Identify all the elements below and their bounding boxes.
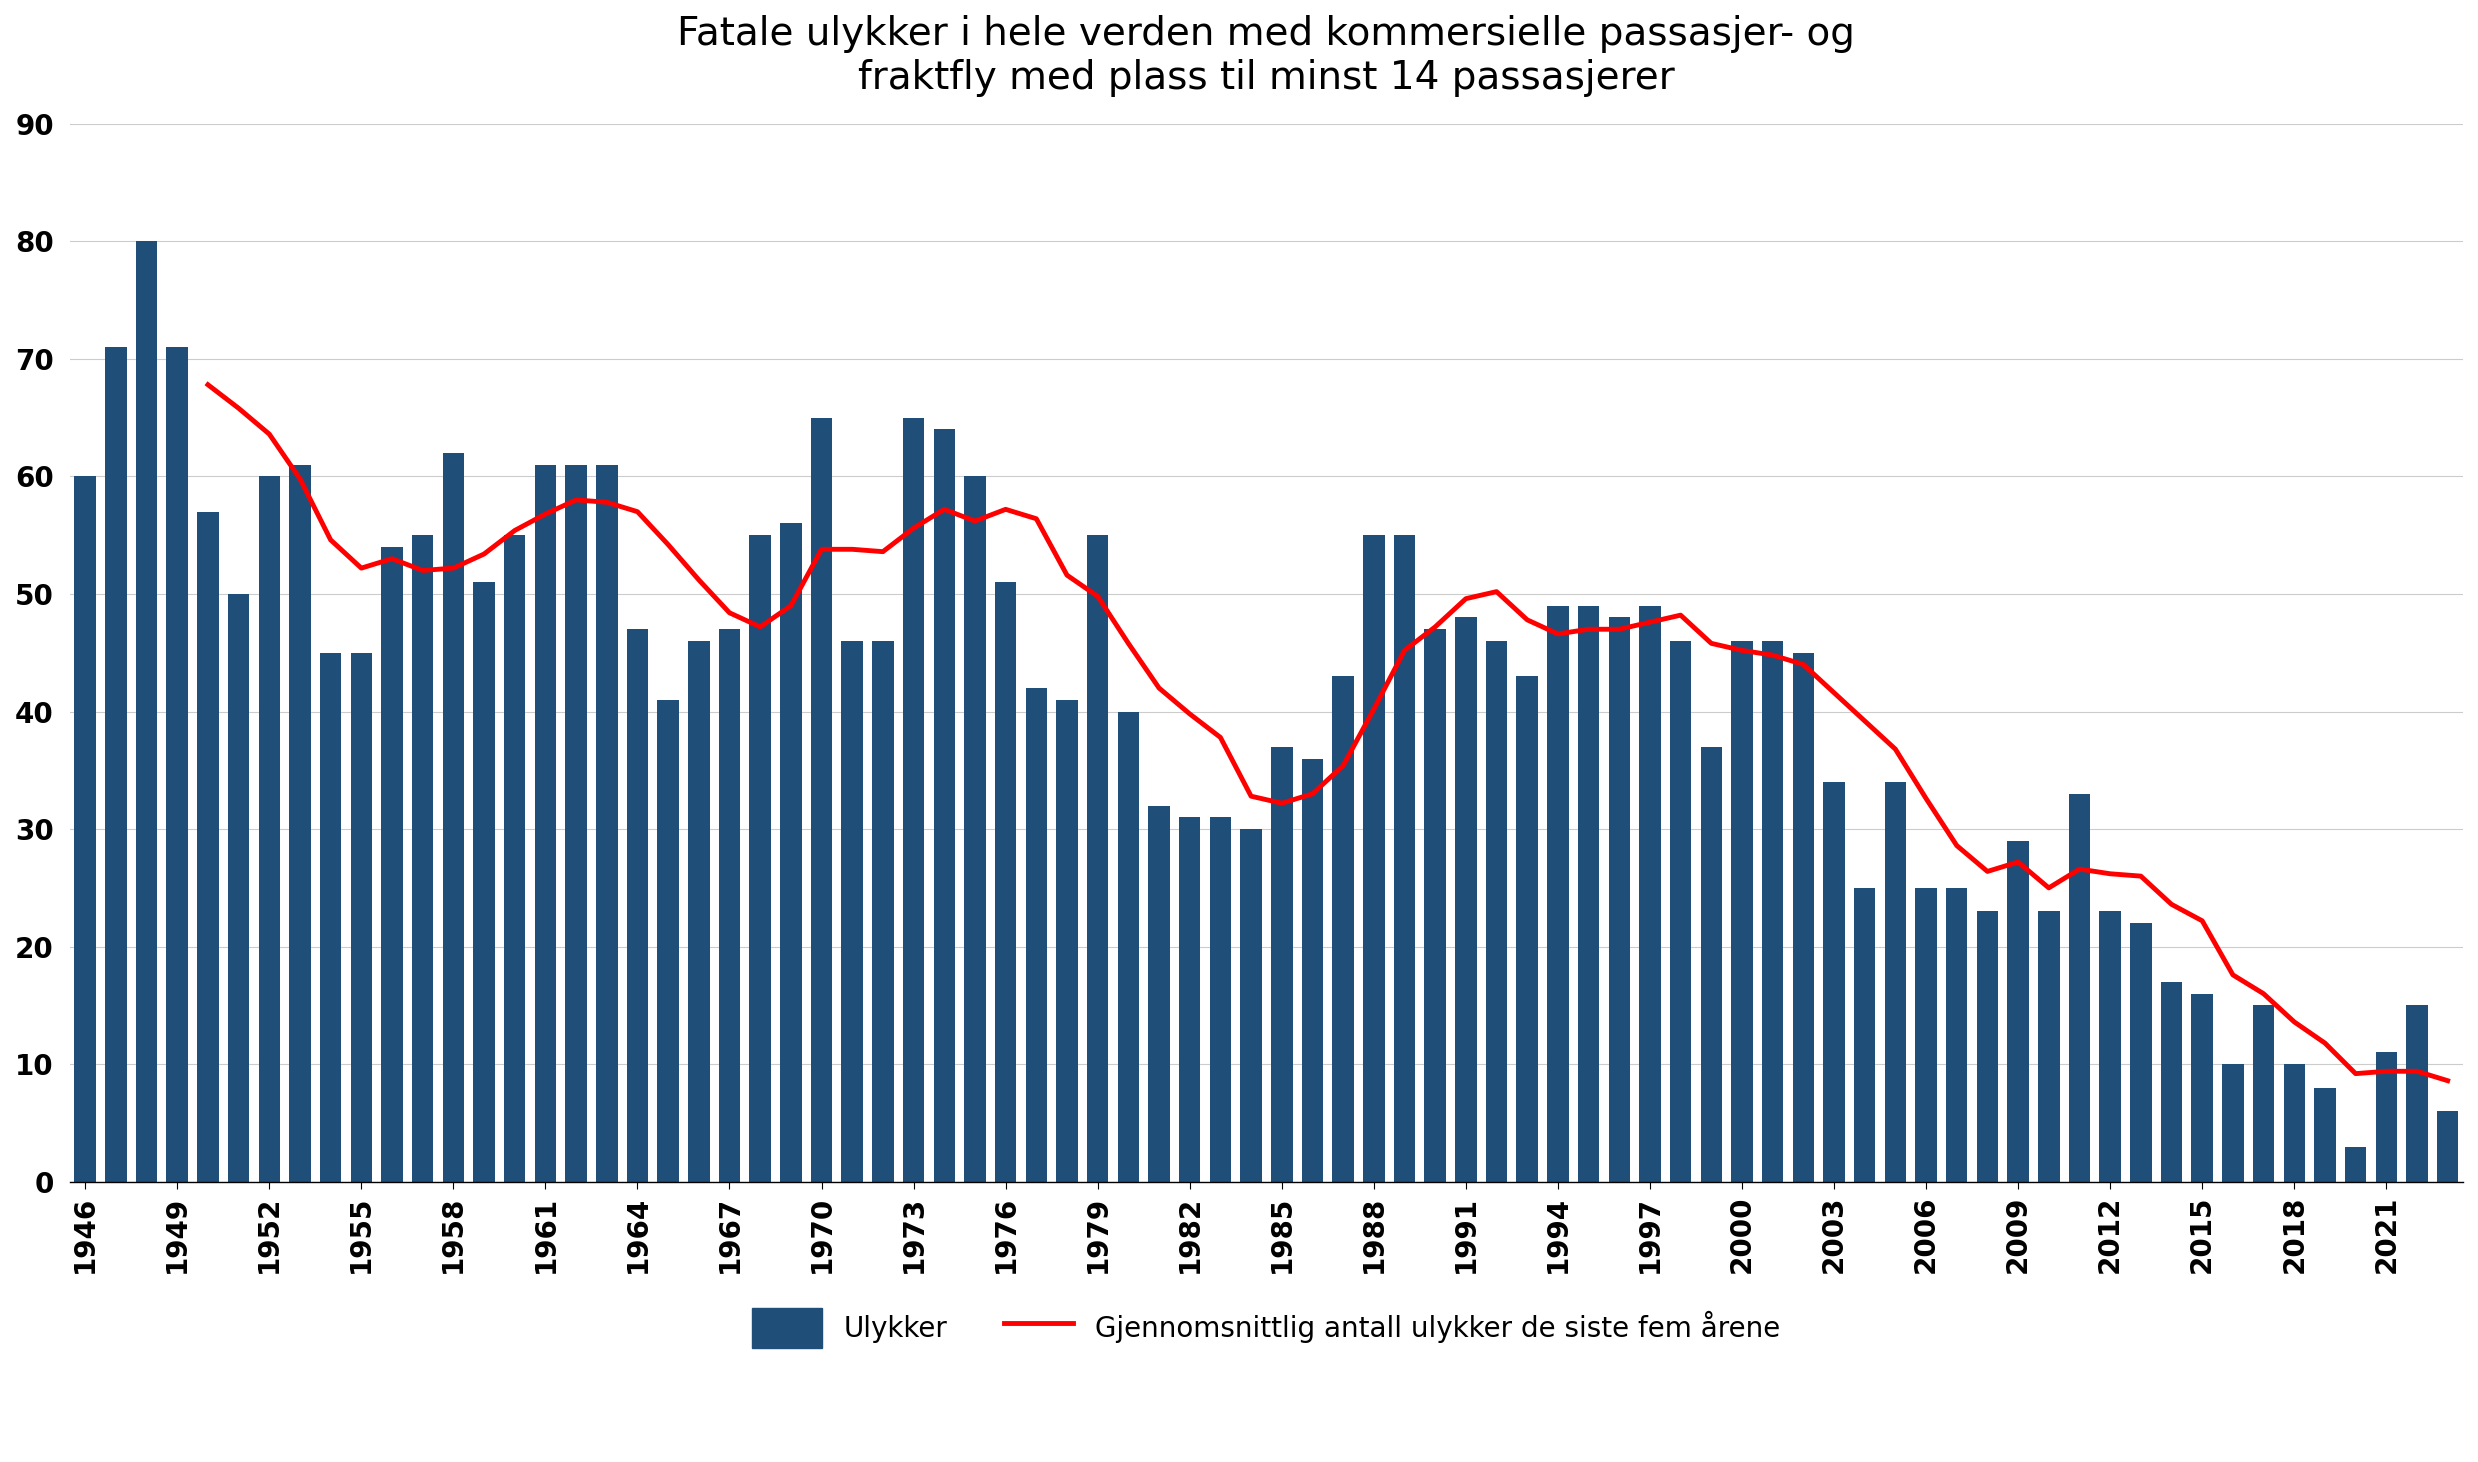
Bar: [1546, 605, 1569, 1181]
Bar: [1241, 829, 1261, 1181]
Bar: [843, 640, 862, 1181]
Bar: [1425, 629, 1445, 1181]
Bar: [872, 640, 895, 1181]
Legend: Ulykker, Gjennomsnittlig antall ulykker de siste fem årene: Ulykker, Gjennomsnittlig antall ulykker …: [753, 1308, 1779, 1348]
Bar: [136, 241, 156, 1181]
Bar: [2069, 794, 2091, 1181]
Bar: [1977, 911, 1997, 1181]
Bar: [228, 594, 250, 1181]
Bar: [565, 465, 587, 1181]
Bar: [1180, 817, 1199, 1181]
Bar: [382, 547, 404, 1181]
Bar: [473, 582, 496, 1181]
Bar: [1487, 640, 1507, 1181]
Bar: [198, 512, 218, 1181]
Bar: [1578, 605, 1598, 1181]
Bar: [104, 346, 126, 1181]
Bar: [2131, 923, 2151, 1181]
Bar: [503, 535, 525, 1181]
Bar: [1608, 617, 1631, 1181]
Bar: [627, 629, 649, 1181]
Bar: [1056, 700, 1078, 1181]
Bar: [902, 418, 924, 1181]
Bar: [934, 430, 954, 1181]
Bar: [1945, 887, 1968, 1181]
Bar: [2253, 1006, 2275, 1181]
Bar: [657, 700, 679, 1181]
Bar: [2344, 1146, 2366, 1181]
Bar: [166, 346, 188, 1181]
Bar: [1640, 605, 1660, 1181]
Bar: [2223, 1064, 2243, 1181]
Bar: [781, 523, 800, 1181]
Bar: [1363, 535, 1385, 1181]
Bar: [1792, 652, 1814, 1181]
Bar: [1209, 817, 1232, 1181]
Bar: [1026, 689, 1048, 1181]
Bar: [2099, 911, 2121, 1181]
Bar: [74, 477, 97, 1181]
Bar: [2161, 982, 2183, 1181]
Bar: [1915, 887, 1938, 1181]
Bar: [2191, 994, 2213, 1181]
Bar: [689, 640, 709, 1181]
Bar: [1333, 677, 1353, 1181]
Bar: [2376, 1053, 2396, 1181]
Bar: [1393, 535, 1415, 1181]
Bar: [320, 652, 342, 1181]
Bar: [1732, 640, 1752, 1181]
Bar: [1886, 782, 1906, 1181]
Bar: [444, 453, 463, 1181]
Bar: [1271, 747, 1294, 1181]
Bar: [1118, 712, 1140, 1181]
Bar: [411, 535, 434, 1181]
Bar: [1088, 535, 1108, 1181]
Bar: [1301, 759, 1323, 1181]
Bar: [1762, 640, 1784, 1181]
Bar: [1147, 806, 1170, 1181]
Bar: [535, 465, 555, 1181]
Bar: [964, 477, 986, 1181]
Bar: [1700, 747, 1722, 1181]
Bar: [1670, 640, 1692, 1181]
Bar: [810, 418, 833, 1181]
Bar: [1824, 782, 1844, 1181]
Title: Fatale ulykker i hele verden med kommersielle passasjer- og
fraktfly med plass t: Fatale ulykker i hele verden med kommers…: [676, 15, 1856, 96]
Bar: [2436, 1111, 2458, 1181]
Bar: [290, 465, 310, 1181]
Bar: [597, 465, 617, 1181]
Bar: [2285, 1064, 2305, 1181]
Bar: [2314, 1088, 2337, 1181]
Bar: [2037, 911, 2059, 1181]
Bar: [2406, 1006, 2428, 1181]
Bar: [349, 652, 372, 1181]
Bar: [1517, 677, 1539, 1181]
Bar: [1455, 617, 1477, 1181]
Bar: [719, 629, 741, 1181]
Bar: [994, 582, 1016, 1181]
Bar: [258, 477, 280, 1181]
Bar: [1854, 887, 1876, 1181]
Bar: [2007, 841, 2029, 1181]
Bar: [748, 535, 771, 1181]
